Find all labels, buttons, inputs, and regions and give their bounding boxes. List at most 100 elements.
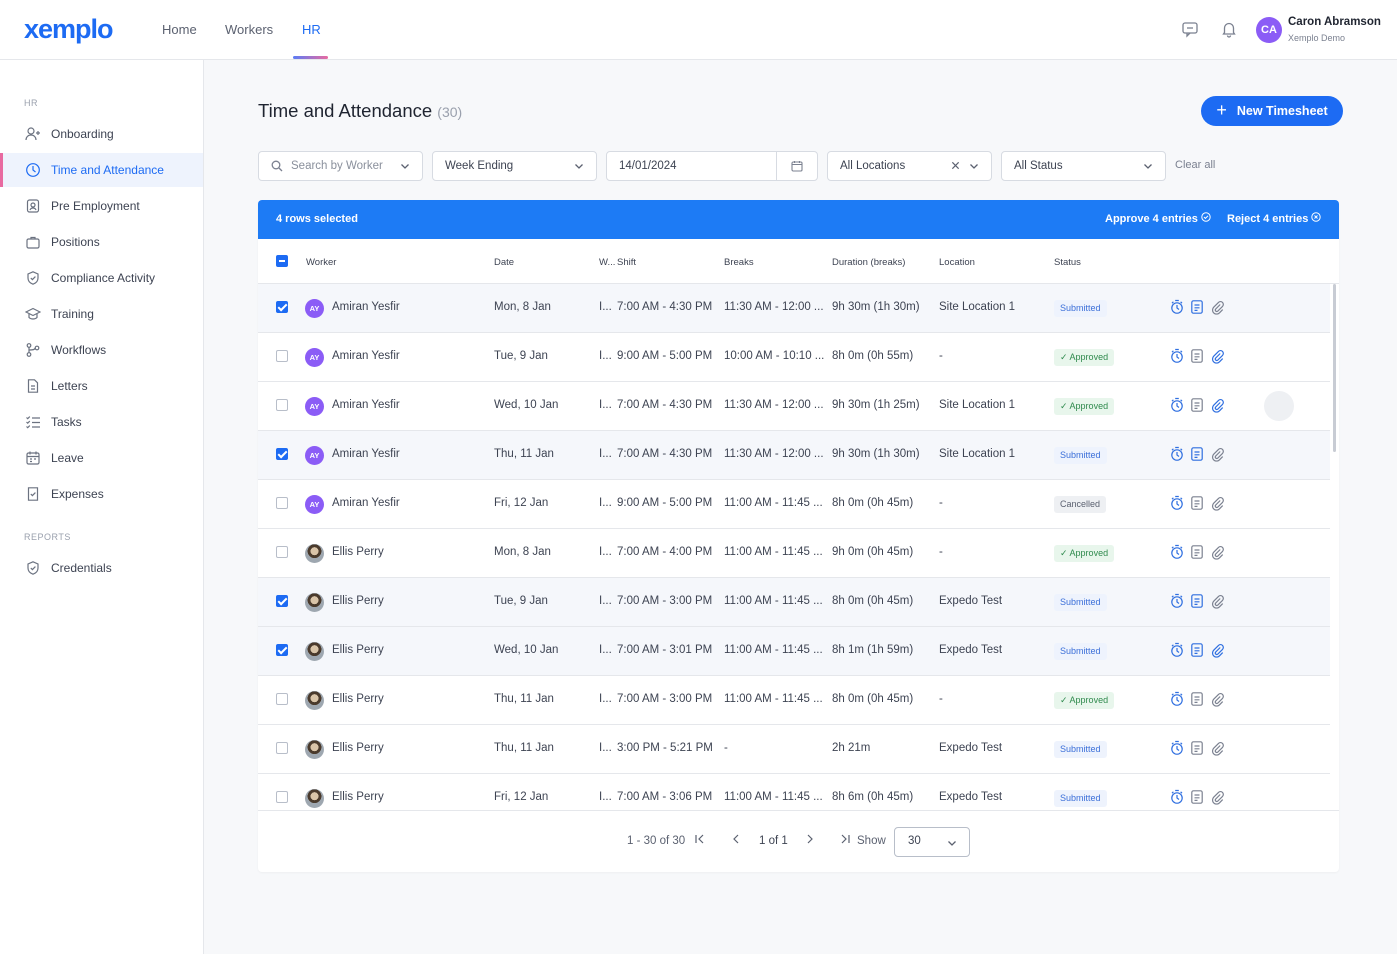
sidebar-item-leave[interactable]: Leave: [0, 441, 203, 475]
worker-name[interactable]: Ellis Perry: [332, 595, 384, 607]
header-duration[interactable]: Duration (breaks): [832, 257, 906, 268]
last-page-icon[interactable]: [839, 833, 851, 848]
table-row[interactable]: Ellis Perry Thu, 11 Jan I... 3:00 PM - 5:21…: [258, 725, 1330, 774]
notes-icon[interactable]: [1190, 544, 1204, 560]
notes-icon[interactable]: [1190, 397, 1204, 413]
row-checkbox[interactable]: [276, 497, 288, 509]
row-checkbox[interactable]: [276, 546, 288, 558]
xemplo-logo[interactable]: xemplo: [24, 14, 114, 44]
attachment-icon[interactable]: [1210, 495, 1224, 511]
nav-hr[interactable]: HR: [302, 22, 321, 37]
attachment-icon[interactable]: [1210, 446, 1224, 462]
page-size-select[interactable]: 30: [894, 827, 970, 857]
worker-name[interactable]: Amiran Yesfir: [332, 448, 400, 460]
timer-icon[interactable]: [1170, 495, 1184, 511]
worker-name[interactable]: Amiran Yesfir: [332, 301, 400, 313]
table-row[interactable]: AY Amiran Yesfir Thu, 11 Jan I... 7:00 AM - …: [258, 431, 1330, 480]
table-row[interactable]: AY Amiran Yesfir Mon, 8 Jan I... 7:00 AM - 4…: [258, 284, 1330, 333]
status-select[interactable]: All Status: [1001, 151, 1166, 181]
notes-icon[interactable]: [1190, 348, 1204, 364]
timer-icon[interactable]: [1170, 544, 1184, 560]
next-page-icon[interactable]: [804, 833, 816, 848]
attachment-icon[interactable]: [1210, 740, 1224, 756]
locations-select[interactable]: All Locations: [827, 151, 992, 181]
header-date[interactable]: Date: [494, 257, 515, 268]
worker-name[interactable]: Amiran Yesfir: [332, 399, 400, 411]
sidebar-item-time-and-attendance[interactable]: Time and Attendance: [0, 153, 203, 187]
worker-name[interactable]: Amiran Yesfir: [332, 350, 400, 362]
header-worker[interactable]: Worker: [306, 257, 337, 268]
notes-icon[interactable]: [1190, 642, 1204, 658]
row-checkbox[interactable]: [276, 399, 288, 411]
nav-home[interactable]: Home: [162, 22, 197, 37]
prev-page-icon[interactable]: [730, 833, 742, 848]
table-row[interactable]: Ellis Perry Mon, 8 Jan I... 7:00 AM - 4:00 …: [258, 529, 1330, 578]
sidebar-item-expenses[interactable]: Expenses: [0, 477, 203, 511]
row-checkbox[interactable]: [276, 644, 288, 656]
notes-icon[interactable]: [1190, 789, 1204, 805]
user-name[interactable]: Caron Abramson: [1288, 16, 1381, 28]
sidebar-item-onboarding[interactable]: Onboarding: [0, 117, 203, 151]
row-checkbox[interactable]: [276, 595, 288, 607]
timer-icon[interactable]: [1170, 299, 1184, 315]
timer-icon[interactable]: [1170, 348, 1184, 364]
header-status[interactable]: Status: [1054, 257, 1081, 268]
notes-icon[interactable]: [1190, 691, 1204, 707]
attachment-icon[interactable]: [1210, 397, 1224, 413]
attachment-icon[interactable]: [1210, 789, 1224, 805]
row-checkbox[interactable]: [276, 448, 288, 460]
table-row[interactable]: Ellis Perry Wed, 10 Jan I... 7:00 AM - 3:01…: [258, 627, 1330, 676]
attachment-icon[interactable]: [1210, 348, 1224, 364]
table-row[interactable]: AY Amiran Yesfir Fri, 12 Jan I... 9:00 AM - …: [258, 480, 1330, 529]
attachment-icon[interactable]: [1210, 642, 1224, 658]
clear-all-link[interactable]: Clear all: [1175, 159, 1216, 171]
sidebar-item-credentials[interactable]: Credentials: [0, 551, 203, 585]
sidebar-item-positions[interactable]: Positions: [0, 225, 203, 259]
table-scrollbar[interactable]: [1333, 284, 1336, 452]
table-row[interactable]: AY Amiran Yesfir Wed, 10 Jan I... 7:00 AM - …: [258, 382, 1330, 431]
timer-icon[interactable]: [1170, 642, 1184, 658]
table-row[interactable]: Ellis Perry Tue, 9 Jan I... 7:00 AM - 3:00 …: [258, 578, 1330, 627]
first-page-icon[interactable]: [694, 833, 706, 848]
sidebar-item-workflows[interactable]: Workflows: [0, 333, 203, 367]
header-shift[interactable]: Shift: [617, 257, 637, 268]
timer-icon[interactable]: [1170, 691, 1184, 707]
worker-name[interactable]: Ellis Perry: [332, 546, 384, 558]
chat-icon[interactable]: [1181, 20, 1199, 38]
notes-icon[interactable]: [1190, 446, 1204, 462]
notes-icon[interactable]: [1190, 593, 1204, 609]
attachment-icon[interactable]: [1210, 593, 1224, 609]
row-checkbox[interactable]: [276, 301, 288, 313]
row-checkbox[interactable]: [276, 350, 288, 362]
notes-icon[interactable]: [1190, 299, 1204, 315]
reject-entries-button[interactable]: Reject 4 entries: [1227, 212, 1322, 225]
row-checkbox[interactable]: [276, 693, 288, 705]
header-location[interactable]: Location: [939, 257, 975, 268]
sidebar-item-tasks[interactable]: Tasks: [0, 405, 203, 439]
nav-workers[interactable]: Workers: [225, 22, 274, 37]
sidebar-item-compliance-activity[interactable]: Compliance Activity: [0, 261, 203, 295]
worker-name[interactable]: Ellis Perry: [332, 693, 384, 705]
select-all-checkbox[interactable]: [276, 255, 288, 267]
sidebar-item-training[interactable]: Training: [0, 297, 203, 331]
week-ending-select[interactable]: Week Ending: [432, 151, 597, 181]
timer-icon[interactable]: [1170, 593, 1184, 609]
header-breaks[interactable]: Breaks: [724, 257, 754, 268]
worker-name[interactable]: Ellis Perry: [332, 644, 384, 656]
new-timesheet-button[interactable]: + New Timesheet: [1201, 96, 1343, 126]
table-row[interactable]: Ellis Perry Fri, 12 Jan I... 7:00 AM - 3:06…: [258, 774, 1330, 811]
attachment-icon[interactable]: [1210, 691, 1224, 707]
header-w[interactable]: W...: [599, 257, 616, 268]
row-checkbox[interactable]: [276, 791, 288, 803]
clear-icon[interactable]: [951, 161, 960, 170]
worker-name[interactable]: Amiran Yesfir: [332, 497, 400, 509]
table-row[interactable]: AY Amiran Yesfir Tue, 9 Jan I... 9:00 AM - 5…: [258, 333, 1330, 382]
notes-icon[interactable]: [1190, 495, 1204, 511]
approve-entries-button[interactable]: Approve 4 entries: [1105, 212, 1211, 225]
attachment-icon[interactable]: [1210, 544, 1224, 560]
timer-icon[interactable]: [1170, 397, 1184, 413]
user-avatar[interactable]: CA: [1256, 17, 1282, 43]
date-picker[interactable]: 14/01/2024: [606, 151, 818, 181]
timer-icon[interactable]: [1170, 789, 1184, 805]
calendar-button[interactable]: [776, 152, 817, 180]
